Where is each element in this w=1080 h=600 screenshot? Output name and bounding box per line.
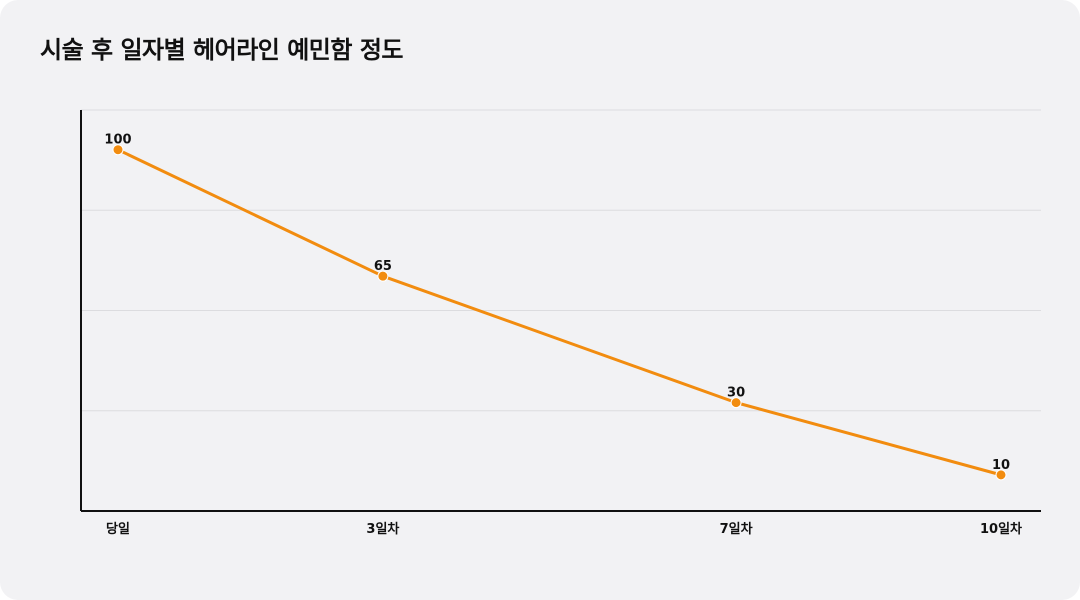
data-point [377, 270, 389, 282]
data-point [112, 144, 124, 156]
x-tick-label: 7일차 [720, 521, 753, 537]
data-label: 65 [374, 259, 392, 274]
data-label: 30 [727, 386, 745, 401]
data-labels: 100 65 30 10 [104, 133, 1010, 473]
data-points [112, 144, 1007, 481]
series-line [117, 148, 1002, 477]
grid-lines [81, 109, 1041, 412]
data-label: 100 [104, 133, 131, 148]
chart-title: 시술 후 일자별 헤어라인 예민함 정도 [40, 36, 403, 64]
x-tick-labels: 당일 3일차 7일차 10일차 [106, 521, 1022, 537]
data-point [730, 397, 742, 409]
data-label: 10 [992, 458, 1010, 473]
data-point [995, 469, 1007, 481]
x-tick-label: 10일차 [980, 521, 1022, 537]
x-tick-label: 3일차 [366, 521, 399, 537]
x-tick-label: 당일 [106, 521, 130, 537]
